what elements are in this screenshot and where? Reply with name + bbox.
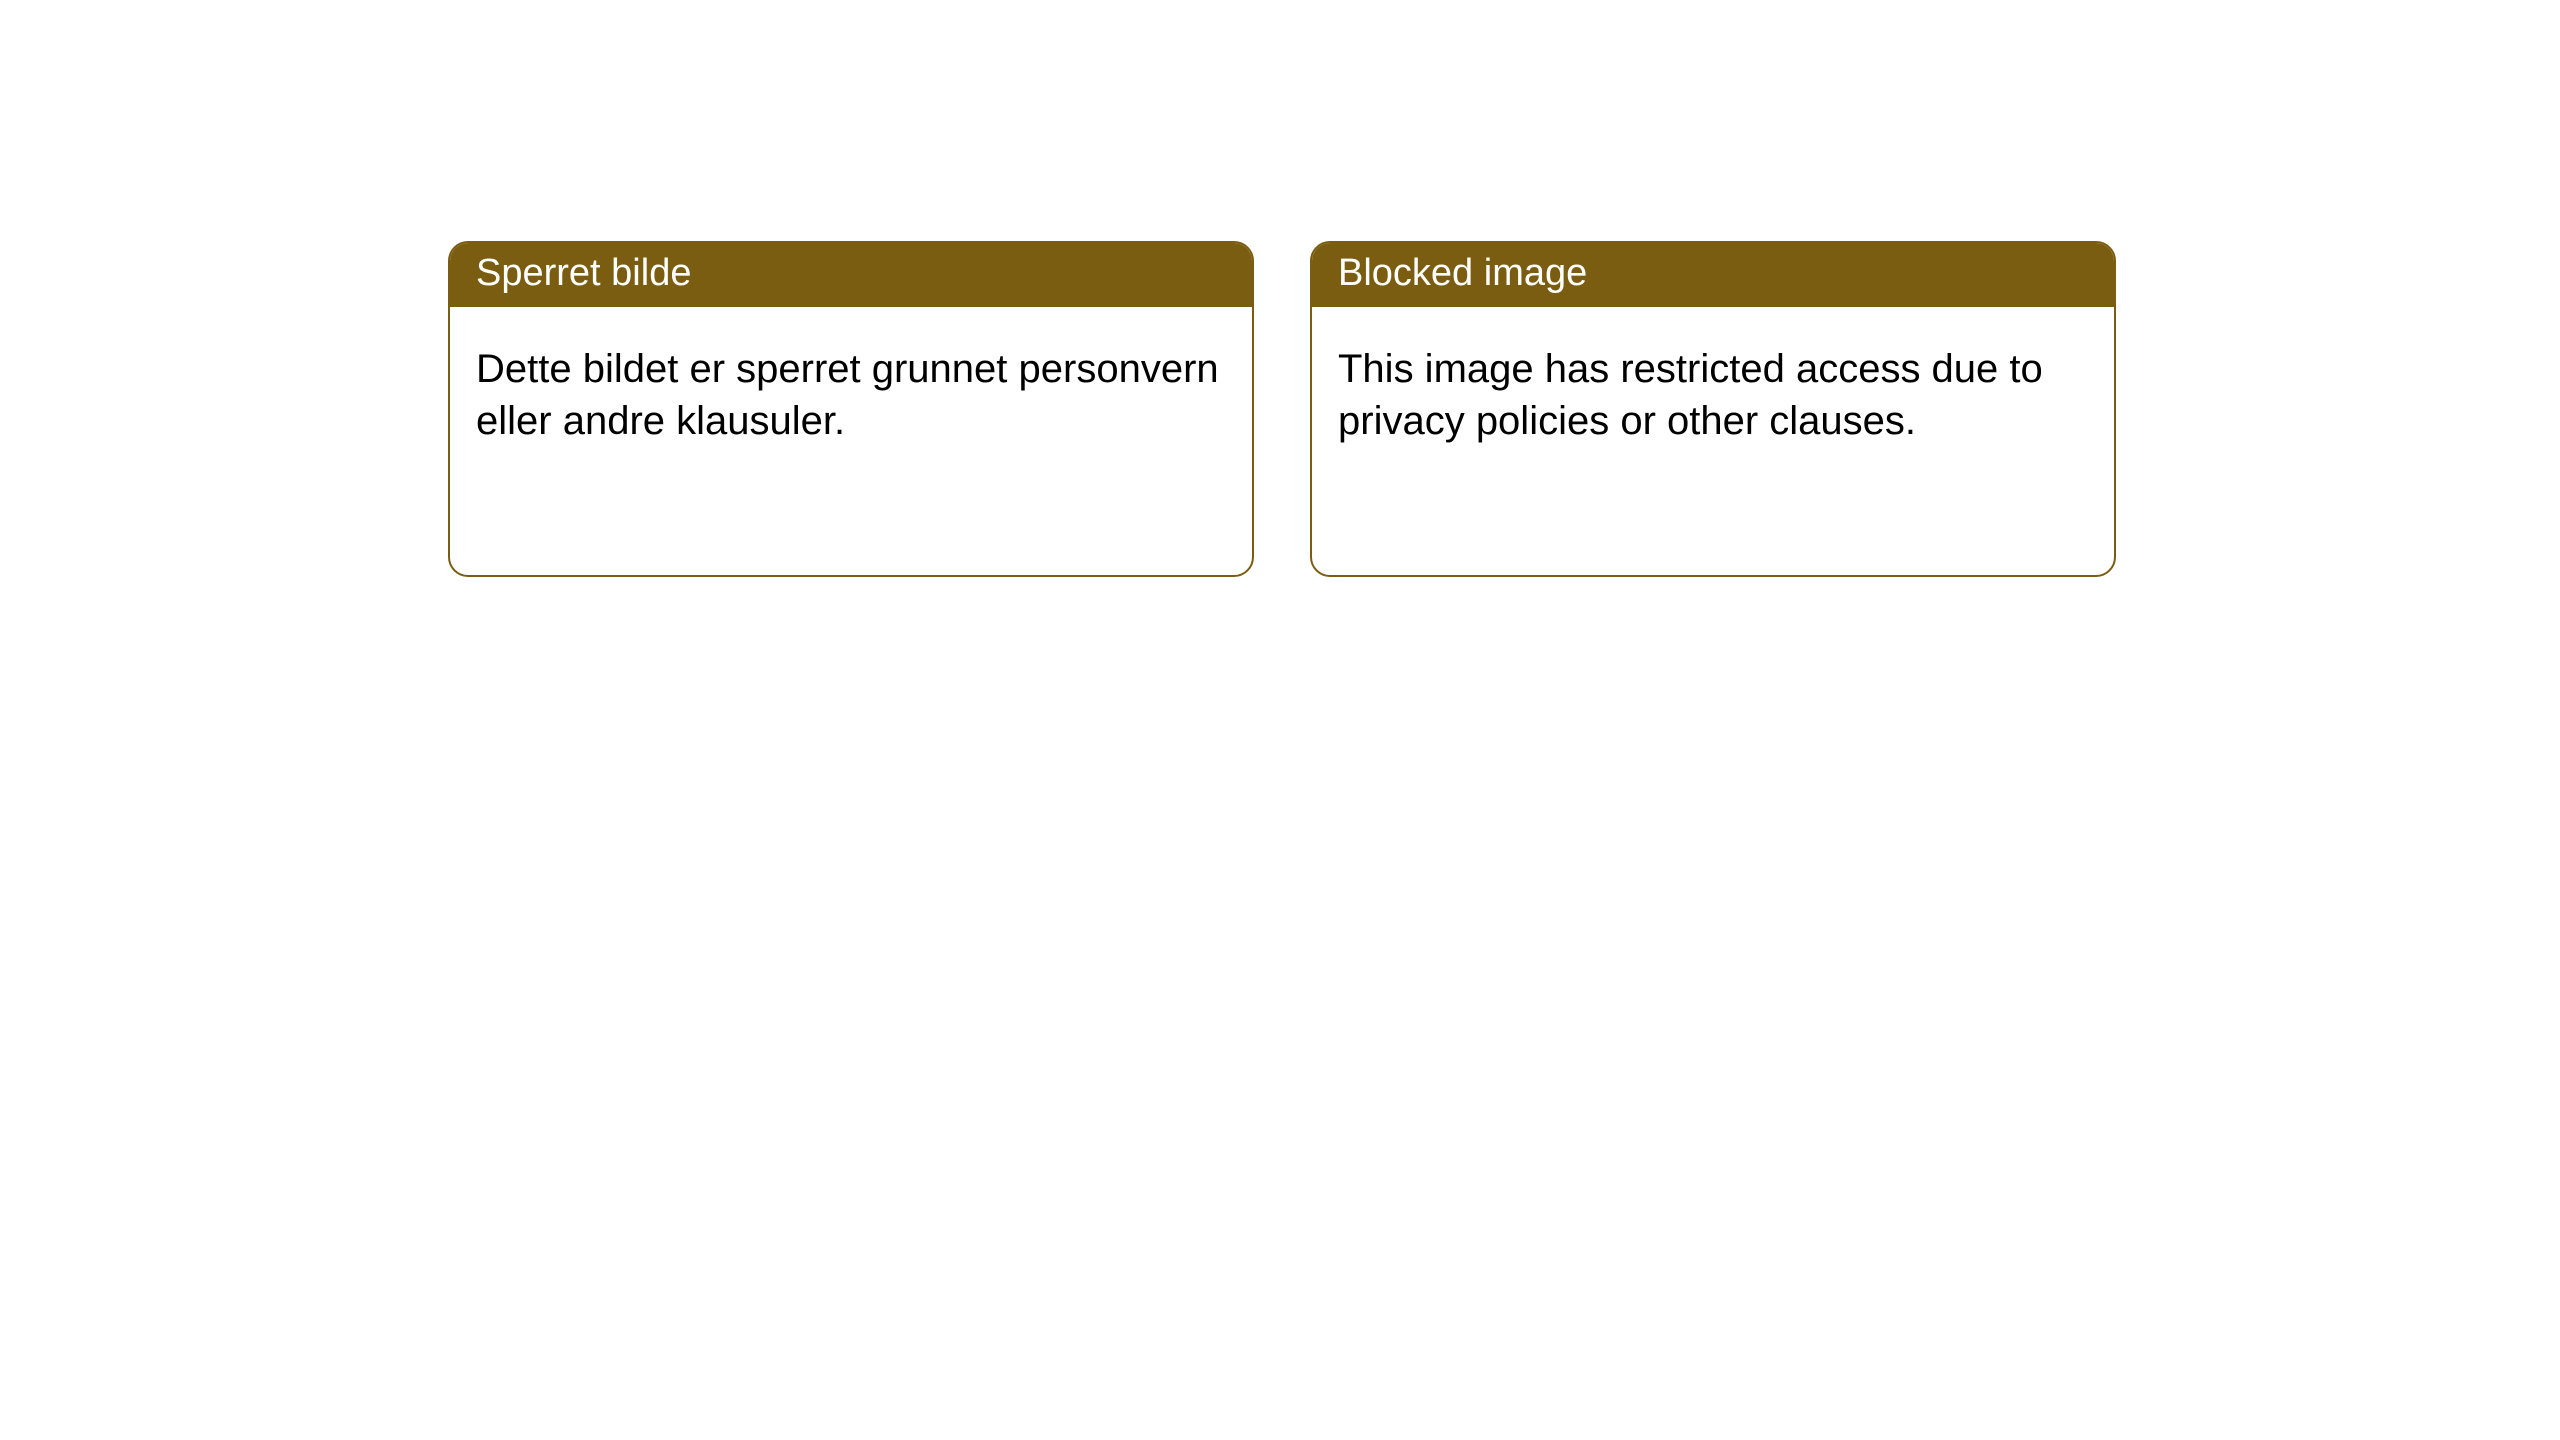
card-body-en: This image has restricted access due to … [1312,307,2114,473]
blocked-image-card-no: Sperret bilde Dette bildet er sperret gr… [448,241,1254,577]
card-body-no: Dette bildet er sperret grunnet personve… [450,307,1252,473]
notice-container: Sperret bilde Dette bildet er sperret gr… [0,0,2560,577]
card-title-no: Sperret bilde [476,252,691,294]
card-message-no: Dette bildet er sperret grunnet personve… [476,347,1219,443]
card-header-no: Sperret bilde [450,243,1252,307]
card-message-en: This image has restricted access due to … [1338,347,2043,443]
card-title-en: Blocked image [1338,252,1587,294]
blocked-image-card-en: Blocked image This image has restricted … [1310,241,2116,577]
card-header-en: Blocked image [1312,243,2114,307]
